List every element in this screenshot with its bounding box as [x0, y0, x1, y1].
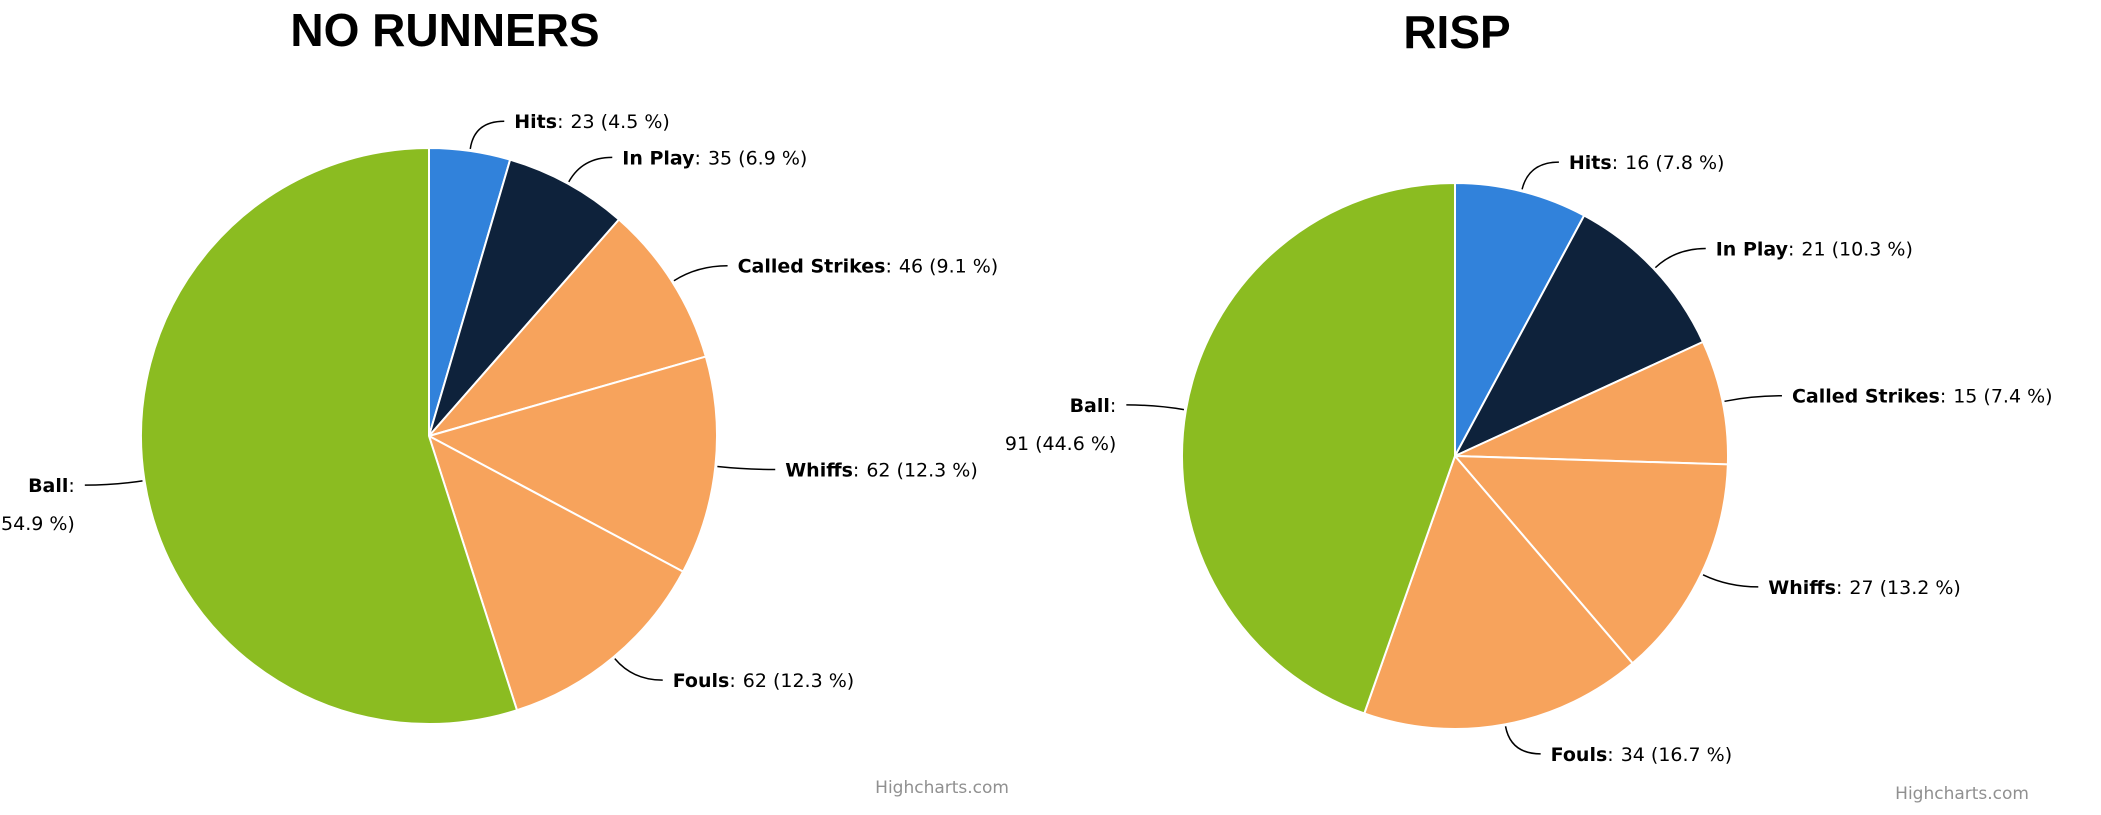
label-separator: : [1836, 577, 1842, 599]
label-separator: : [729, 670, 735, 692]
connector [614, 658, 663, 681]
data-label: Called Strikes: 15 (7.4 %) [1792, 386, 2053, 408]
label-separator: : [1612, 152, 1618, 174]
pie-slice [1452, 214, 1705, 459]
connector [568, 156, 613, 183]
connector [1521, 161, 1559, 190]
data-label: Whiffs: 62 (12.3 %) [785, 460, 978, 482]
data-label: Fouls: 34 (16.7 %) [1551, 744, 1732, 766]
label-name: In Play [1716, 238, 1789, 260]
label-value: 35 (6.9 %) [708, 147, 807, 169]
label-value: 23 (4.5 %) [570, 111, 669, 133]
data-label: Whiffs: 27 (13.2 %) [1768, 577, 1961, 599]
label-name: Ball [28, 475, 68, 497]
label-separator: : [557, 111, 563, 133]
data-label: Ball: 91 (44.6 %) [1005, 395, 1116, 455]
pie-slice [426, 355, 718, 574]
label-value: 27 (13.2 %) [1849, 577, 1960, 599]
label-separator: : [1940, 386, 1946, 408]
label-name: Fouls [673, 670, 730, 692]
label-separator: : [1788, 238, 1794, 260]
label-separator: : [68, 475, 74, 497]
pie-slice [1452, 454, 1729, 665]
credits: Highcharts.com [1895, 784, 2029, 804]
data-label: Hits: 23 (4.5 %) [514, 111, 670, 133]
connector [1126, 404, 1185, 411]
data-label: Ball: 278 (54.9 %) [0, 475, 75, 535]
label-name: Hits [514, 111, 557, 133]
chart-title: NO RUNNERS [290, 4, 599, 56]
data-label: Fouls: 62 (12.3 %) [673, 670, 854, 692]
label-name: Hits [1569, 152, 1612, 174]
label-name: Fouls [1551, 744, 1608, 766]
chart-title: RISP [1403, 6, 1510, 58]
pie-slice [1454, 340, 1729, 466]
data-label: In Play: 35 (6.9 %) [622, 147, 807, 169]
label-separator: : [1607, 744, 1613, 766]
label-name: Called Strikes [738, 256, 886, 278]
pie-slice [428, 158, 621, 437]
label-value: 62 (12.3 %) [866, 460, 977, 482]
pie-slice [1181, 181, 1456, 715]
label-name: Whiffs [1768, 577, 1836, 599]
credits: Highcharts.com [875, 778, 1009, 798]
data-label: Hits: 16 (7.8 %) [1569, 152, 1725, 174]
label-separator: : [695, 147, 701, 169]
label-value: 16 (7.8 %) [1625, 152, 1724, 174]
label-name: Whiffs [785, 460, 853, 482]
label-value: 46 (9.1 %) [899, 256, 998, 278]
connector [1504, 726, 1541, 755]
data-label: Called Strikes: 46 (9.1 %) [738, 256, 999, 278]
connector [1724, 394, 1782, 403]
connector [1702, 574, 1759, 588]
label-value: 91 (44.6 %) [1005, 433, 1116, 455]
label-name: Ball [1070, 395, 1110, 417]
connector [1654, 247, 1706, 269]
label-value: 15 (7.4 %) [1953, 386, 2052, 408]
pie-slice [140, 146, 519, 725]
connector [673, 264, 728, 282]
connector [469, 120, 505, 150]
label-value: 34 (16.7 %) [1621, 744, 1732, 766]
connector [717, 465, 776, 471]
pie-slice [1454, 181, 1586, 457]
connector [84, 480, 143, 486]
label-value: 21 (10.3 %) [1801, 238, 1912, 260]
label-separator: : [1110, 395, 1116, 417]
label-name: Called Strikes [1792, 386, 1940, 408]
label-value: 62 (12.3 %) [743, 670, 854, 692]
data-label: In Play: 21 (10.3 %) [1716, 238, 1913, 260]
pie-slice [427, 433, 685, 712]
label-separator: : [885, 256, 891, 278]
label-value: 278 (54.9 %) [0, 513, 75, 535]
pie-slice [426, 218, 708, 438]
label-separator: : [853, 460, 859, 482]
label-name: In Play [622, 147, 695, 169]
